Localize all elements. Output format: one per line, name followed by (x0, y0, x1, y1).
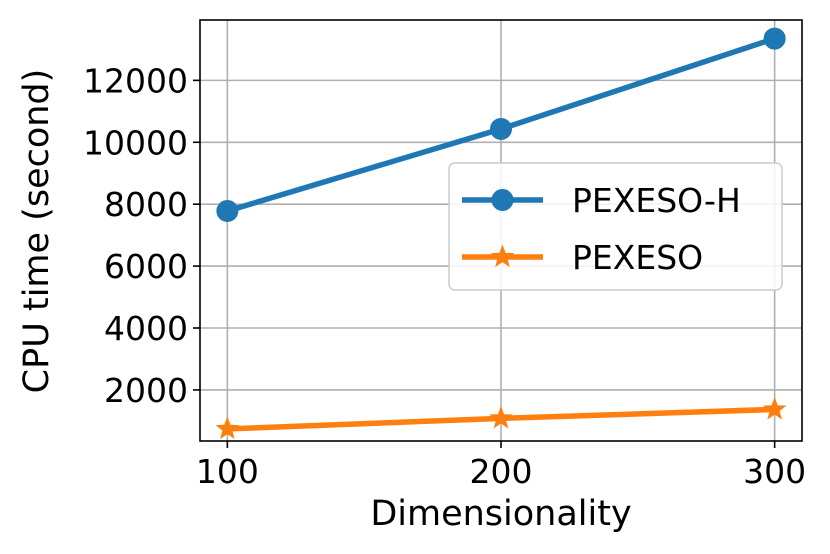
legend-label-0: PEXESO-H (572, 181, 741, 220)
legend: PEXESO-H PEXESO (448, 162, 783, 291)
y-axis-label: CPU time (second) (17, 69, 57, 394)
y-tick-label: 6000 (104, 247, 188, 286)
data-point (215, 416, 240, 439)
data-point (489, 405, 513, 429)
legend-label-1: PEXESO (572, 238, 703, 277)
y-tick-label: 4000 (104, 309, 188, 348)
x-axis-label: Dimensionality (370, 494, 631, 534)
x-ticks: 100 200 300 (196, 441, 806, 491)
y-tick-label: 10000 (83, 123, 188, 162)
data-point (216, 199, 239, 222)
y-tick-label: 8000 (104, 185, 188, 224)
y-tick-label: 12000 (83, 61, 188, 100)
data-point (490, 117, 512, 140)
legend-marker-0 (491, 189, 514, 211)
series-markers (215, 27, 787, 439)
data-point (762, 396, 787, 420)
x-tick-label: 300 (743, 452, 806, 491)
y-ticks: 2000 4000 6000 8000 10000 12000 (83, 61, 200, 410)
data-point (763, 27, 786, 50)
legend-marker-1 (490, 244, 515, 268)
x-tick-label: 100 (196, 452, 259, 491)
y-tick-label: 2000 (104, 371, 188, 410)
x-tick-label: 200 (470, 452, 533, 491)
